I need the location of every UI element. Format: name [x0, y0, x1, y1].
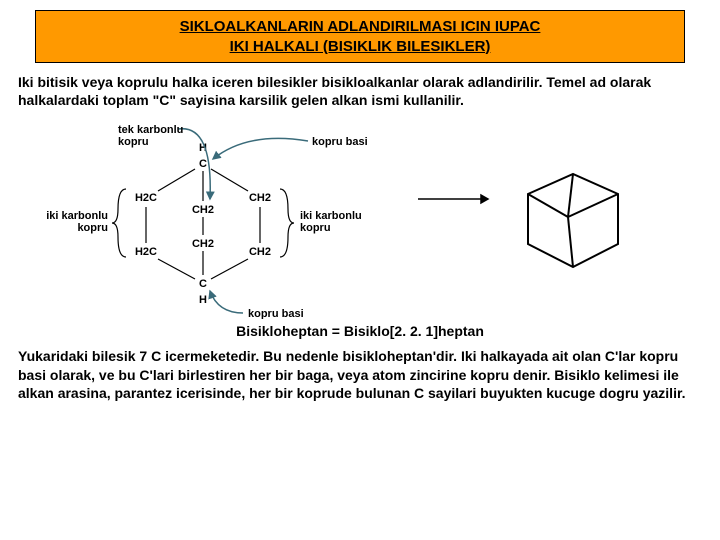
atom-bottom: C: [199, 278, 207, 290]
closing-paragraph: Yukaridaki bilesik 7 C icermeketedir. Bu…: [18, 347, 702, 402]
atom-right2: CH2: [249, 246, 271, 258]
norbornane: [528, 174, 618, 267]
atom-mid1: CH2: [192, 204, 214, 216]
label-iki-right: iki karbonlukopru: [300, 210, 362, 234]
label-iki-left: iki karbonlukopru: [46, 210, 108, 234]
label-tek-karbonlu: tek karbonlukopru: [118, 124, 183, 148]
bonds: [146, 169, 260, 279]
title-box: SIKLOALKANLARIN ADLANDIRILMASI ICIN IUPA…: [35, 10, 685, 63]
atom-left1: H2C: [135, 192, 157, 204]
atom-left2: H2C: [135, 246, 157, 258]
atom-right1: CH2: [249, 192, 271, 204]
label-kopru-basi-top: kopru basi: [312, 136, 368, 148]
pointer-arrow: [418, 195, 488, 203]
skeletal-diagram: [408, 139, 668, 299]
atom-bottomH: H: [199, 294, 207, 306]
caption: Bisikloheptan = Bisiklo[2. 2. 1]heptan: [18, 323, 702, 339]
title-line1: SIKLOALKANLARIN ADLANDIRILMASI ICIN IUPA…: [46, 17, 674, 37]
title-line2: IKI HALKALI (BISIKLIK BILESIKLER): [46, 37, 674, 57]
structural-diagram: H C C H CH2 CH2 H2C H2C CH2 CH2: [18, 119, 388, 319]
atom-mid2: CH2: [192, 238, 214, 250]
label-kopru-basi-bottom: kopru basi: [248, 308, 304, 319]
arrows: [178, 129, 308, 313]
slide: SIKLOALKANLARIN ADLANDIRILMASI ICIN IUPA…: [0, 0, 720, 540]
figure: H C C H CH2 CH2 H2C H2C CH2 CH2: [18, 119, 702, 319]
atom-top: C: [199, 158, 207, 170]
intro-paragraph: Iki bitisik veya koprulu halka iceren bi…: [18, 73, 702, 109]
